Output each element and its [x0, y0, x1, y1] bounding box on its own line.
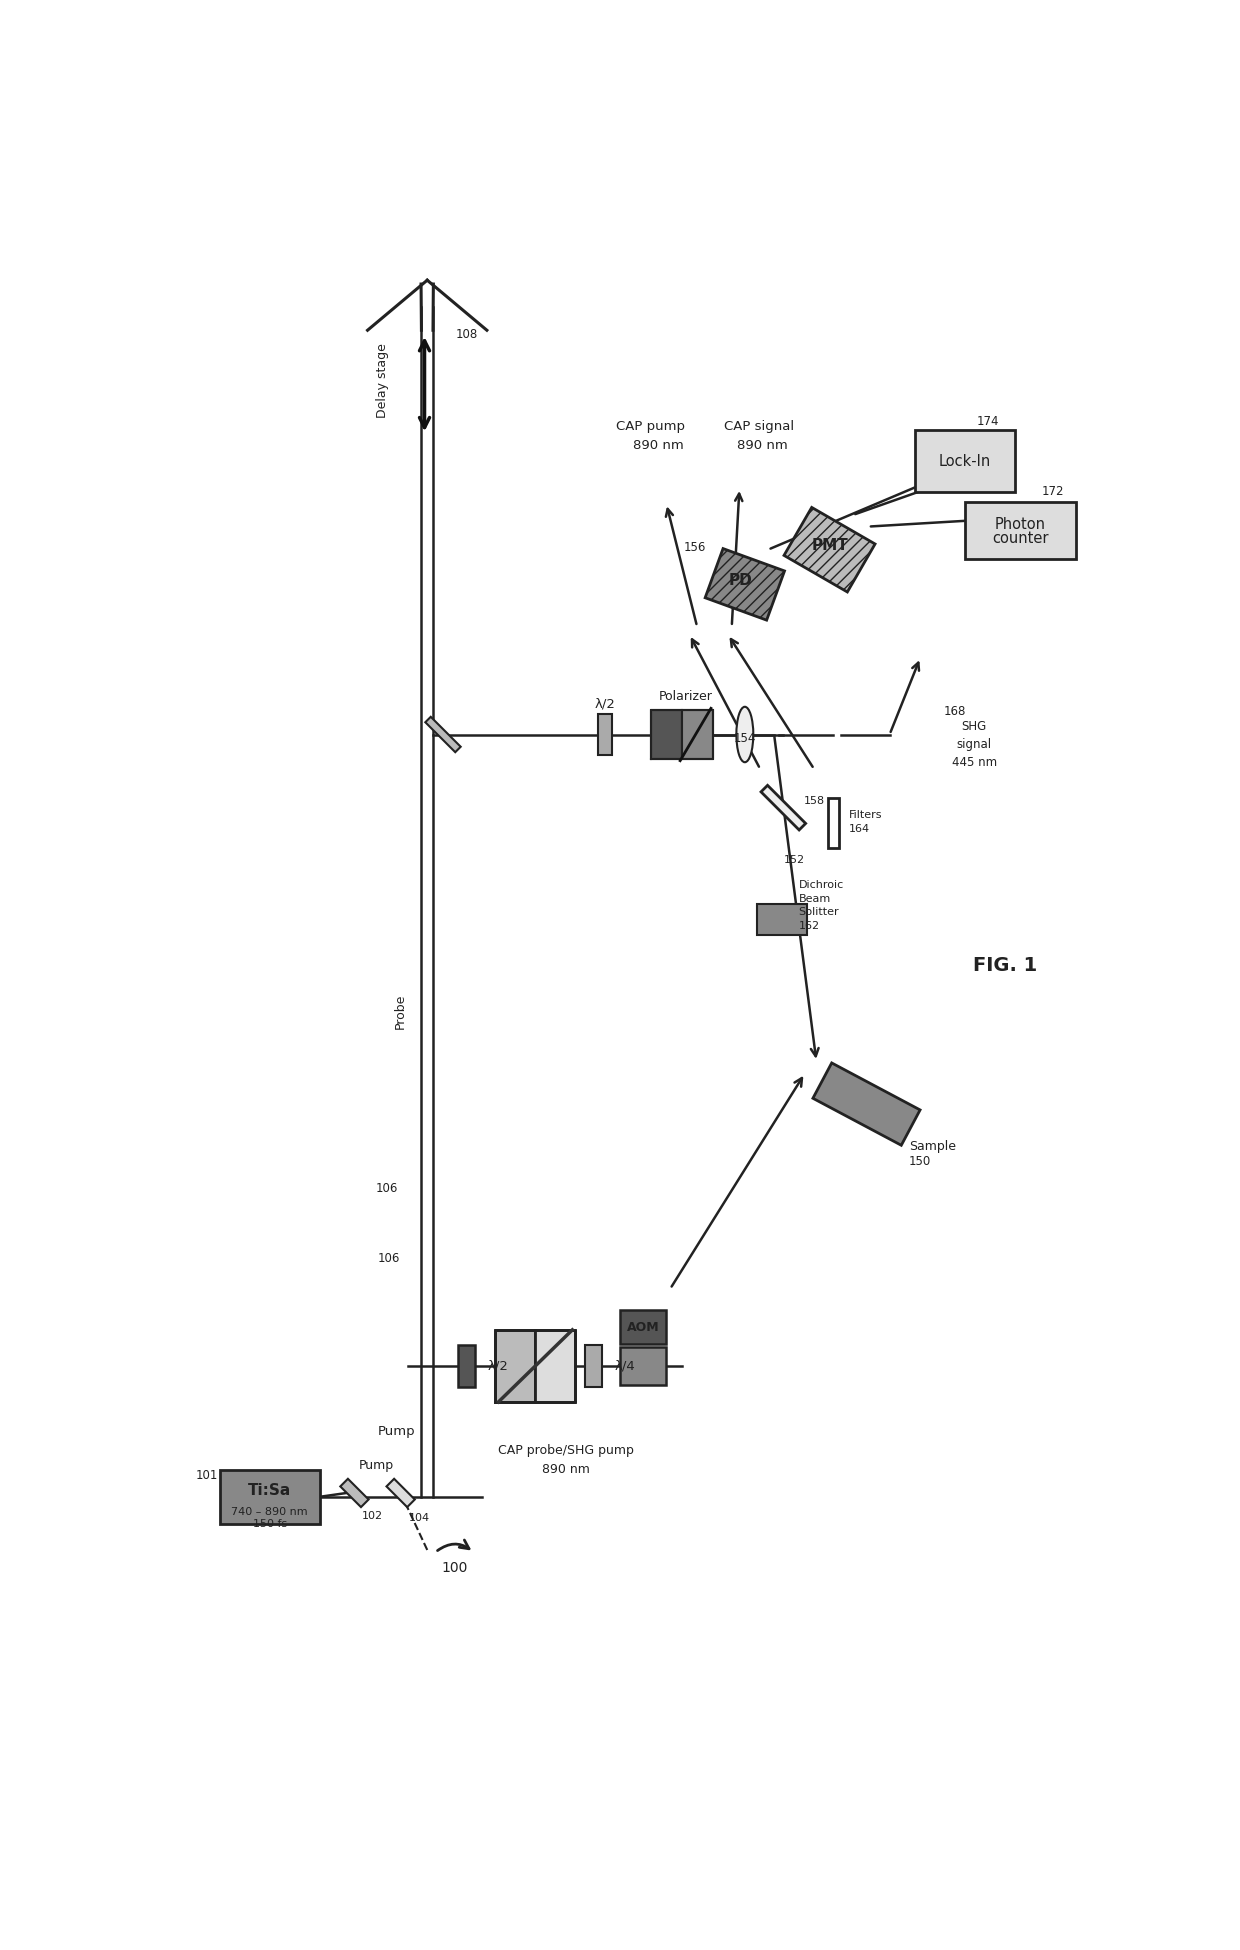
Text: AOM: AOM: [627, 1320, 660, 1334]
Bar: [761, 786, 806, 831]
Bar: [827, 798, 839, 848]
Text: Beam: Beam: [799, 893, 831, 903]
Text: Photon: Photon: [994, 517, 1047, 532]
Bar: [425, 718, 461, 753]
Text: Polarizer: Polarizer: [658, 690, 713, 702]
Text: 164: 164: [849, 825, 870, 835]
Bar: [458, 1346, 475, 1386]
Text: 172: 172: [1042, 486, 1064, 499]
Text: Sample: Sample: [909, 1141, 956, 1152]
Bar: [915, 431, 1016, 491]
Text: 106: 106: [376, 1182, 398, 1195]
Text: CAP probe/SHG pump: CAP probe/SHG pump: [498, 1445, 634, 1457]
Polygon shape: [682, 710, 713, 759]
Text: Lock-In: Lock-In: [939, 454, 991, 468]
Polygon shape: [536, 1330, 575, 1402]
Polygon shape: [651, 710, 682, 759]
Bar: [585, 1346, 601, 1386]
Text: PMT: PMT: [811, 538, 848, 554]
Text: λ/2: λ/2: [594, 698, 615, 710]
Bar: [965, 501, 1076, 560]
Text: 150 fs: 150 fs: [253, 1519, 286, 1529]
Text: 152: 152: [785, 854, 806, 866]
Text: Splitter: Splitter: [799, 907, 839, 916]
Text: CAP signal: CAP signal: [724, 419, 794, 433]
Bar: [219, 1470, 320, 1523]
Text: 108: 108: [456, 328, 479, 341]
Polygon shape: [495, 1330, 536, 1402]
Text: 890 nm: 890 nm: [634, 439, 684, 452]
Bar: [598, 714, 611, 755]
Text: Pump: Pump: [378, 1425, 415, 1437]
Text: 890 nm: 890 nm: [737, 439, 787, 452]
Text: 162: 162: [799, 920, 820, 932]
Text: 106: 106: [378, 1252, 401, 1266]
Text: 154: 154: [734, 731, 756, 745]
Bar: [813, 1063, 920, 1145]
Text: 168: 168: [944, 704, 966, 718]
Bar: [756, 905, 807, 934]
Text: counter: counter: [992, 530, 1049, 546]
Ellipse shape: [737, 706, 754, 762]
Text: 890 nm: 890 nm: [542, 1462, 590, 1476]
Bar: [620, 1310, 666, 1344]
Text: Pump: Pump: [358, 1459, 393, 1472]
Text: 100: 100: [441, 1560, 467, 1576]
Text: 158: 158: [804, 796, 825, 807]
Text: Filters: Filters: [849, 811, 883, 821]
Text: 445 nm: 445 nm: [952, 757, 997, 768]
Text: 740 – 890 nm: 740 – 890 nm: [232, 1507, 308, 1517]
Text: 101: 101: [196, 1468, 218, 1482]
Text: λ/2: λ/2: [487, 1359, 508, 1373]
Text: Ti:Sa: Ti:Sa: [248, 1484, 291, 1498]
Bar: [620, 1347, 666, 1384]
Text: 104: 104: [408, 1513, 429, 1523]
Text: Dichroic: Dichroic: [799, 879, 844, 889]
Text: Probe: Probe: [393, 994, 407, 1030]
Text: 156: 156: [683, 540, 706, 554]
Text: 174: 174: [977, 415, 999, 427]
Bar: [784, 507, 875, 593]
Text: signal: signal: [957, 737, 992, 751]
Text: Delay stage: Delay stage: [377, 343, 389, 417]
Bar: [706, 548, 785, 620]
Text: FIG. 1: FIG. 1: [973, 956, 1037, 975]
Text: SHG: SHG: [962, 720, 987, 733]
Text: 150: 150: [909, 1154, 931, 1168]
Text: PD: PD: [729, 573, 753, 589]
Bar: [340, 1478, 368, 1507]
Text: λ/4: λ/4: [615, 1359, 635, 1373]
Text: CAP pump: CAP pump: [616, 419, 686, 433]
Text: 102: 102: [362, 1511, 383, 1521]
Bar: [387, 1478, 415, 1507]
